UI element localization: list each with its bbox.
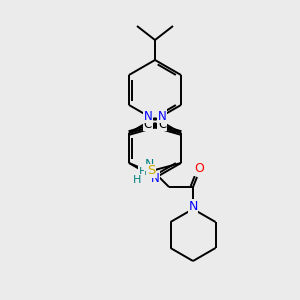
Text: H: H [139,167,147,177]
Text: O: O [194,163,204,176]
Text: N: N [144,158,154,170]
Text: N: N [151,172,159,184]
Text: C: C [144,118,152,130]
Text: N: N [144,110,152,122]
Text: N: N [188,200,198,212]
Text: H: H [133,175,141,185]
Text: N: N [158,110,166,122]
Text: C: C [158,118,166,130]
Text: S: S [147,164,155,178]
